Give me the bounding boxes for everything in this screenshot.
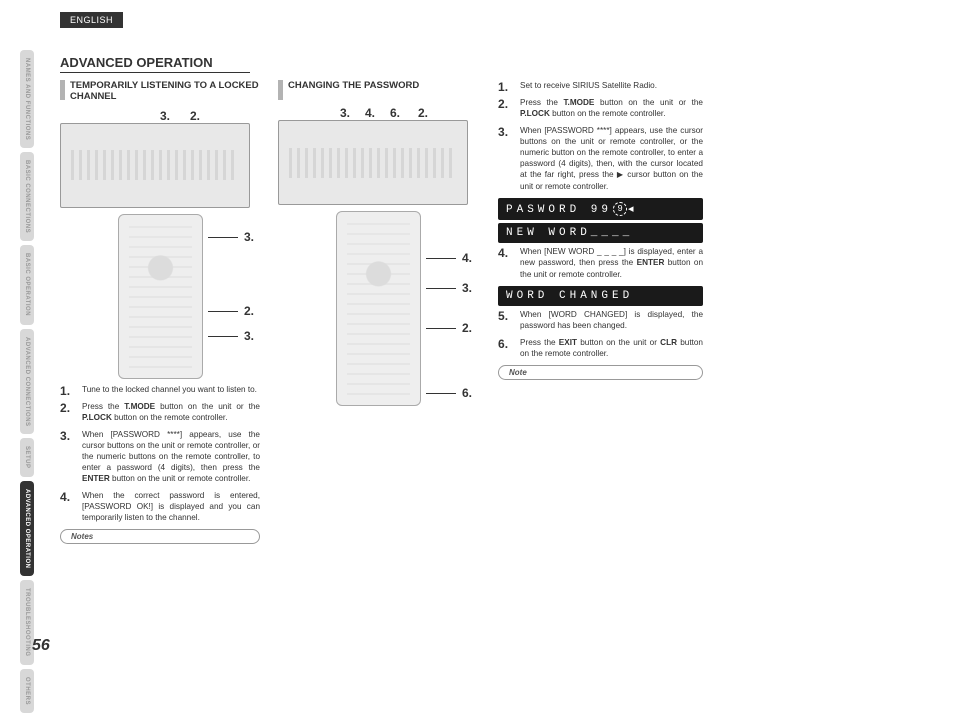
bold-term: T.MODE	[563, 98, 594, 107]
steps-list: Tune to the locked channel you want to l…	[60, 384, 260, 524]
steps-list: When [WORD CHANGED] is displayed, the pa…	[498, 309, 703, 359]
column-2: CHANGING THE PASSWORD 3. 4. 6. 2. 4. 3. …	[278, 80, 478, 416]
column-3: Set to receive SIRIUS Satellite Radio. Pr…	[498, 80, 703, 380]
step-item: When [WORD CHANGED] is displayed, the pa…	[498, 309, 703, 331]
bold-term: T.MODE	[124, 402, 155, 411]
notes-pill: Notes	[60, 529, 260, 544]
step-item: Press the T.MODE button on the unit or t…	[60, 401, 260, 423]
callout-text: 3.	[160, 109, 170, 123]
sidebar-item[interactable]: SETUP	[20, 438, 34, 477]
sidebar-item[interactable]: ADVANCED OPERATION	[20, 481, 34, 576]
step-item: Press the EXIT button on the unit or CLR…	[498, 337, 703, 359]
callout-line	[208, 336, 238, 337]
sidebar-item[interactable]: ADVANCED CONNECTIONS	[20, 329, 34, 435]
note-label: Note	[509, 368, 527, 377]
step-item: When [NEW WORD _ _ _ _] is displayed, en…	[498, 246, 703, 279]
remote-illustration	[118, 214, 203, 379]
callout-text: 3.	[244, 329, 254, 343]
sidebar-item[interactable]: OTHERS	[20, 669, 34, 713]
display-arrow-icon: ◂	[628, 204, 634, 216]
step-item: Press the T.MODE button on the unit or t…	[498, 97, 703, 119]
callout-text: 6.	[462, 386, 472, 400]
callout-line	[208, 311, 238, 312]
callout-line	[208, 237, 238, 238]
section-bar-icon	[278, 80, 283, 100]
column-1: TEMPORARILY LISTENING TO A LOCKED CHANNE…	[60, 80, 260, 544]
step-item: When the correct password is entered, [P…	[60, 490, 260, 523]
sidebar-item[interactable]: BASIC OPERATION	[20, 245, 34, 324]
callout-line	[426, 258, 456, 259]
callout-text: 3.	[462, 281, 472, 295]
sidebar-nav: NAMES AND FUNCTIONS BASIC CONNECTIONS BASI…	[20, 50, 44, 717]
device-callouts: 3. 4. 6. 2.	[278, 106, 478, 118]
callout-text: 3.	[244, 230, 254, 244]
section-title: CHANGING THE PASSWORD	[288, 80, 419, 91]
callout-text: 4.	[365, 106, 375, 120]
lcd-display-password: PASWORD 999◂	[498, 198, 703, 220]
callout-line	[426, 393, 456, 394]
page-number: 56	[32, 637, 50, 655]
callout-line	[426, 288, 456, 289]
step-item: Set to receive SIRIUS Satellite Radio.	[498, 80, 703, 91]
steps-list: Set to receive SIRIUS Satellite Radio. Pr…	[498, 80, 703, 192]
note-pill: Note	[498, 365, 703, 380]
page-title: ADVANCED OPERATION	[60, 55, 250, 73]
callout-line	[426, 328, 456, 329]
language-tab: ENGLISH	[60, 12, 123, 28]
callout-text: 4.	[462, 251, 472, 265]
section-bar-icon	[60, 80, 65, 100]
callout-text: 2.	[244, 304, 254, 318]
steps-list: When [NEW WORD _ _ _ _] is displayed, en…	[498, 246, 703, 279]
bold-term: ENTER	[82, 474, 110, 483]
section-header-locked-channel: TEMPORARILY LISTENING TO A LOCKED CHANNE…	[60, 80, 260, 103]
sidebar-item[interactable]: NAMES AND FUNCTIONS	[20, 50, 34, 148]
display-cursor-icon: 9	[613, 202, 627, 216]
display-text: PASWORD 99	[506, 204, 612, 216]
callout-text: 6.	[390, 106, 400, 120]
remote-illustration	[336, 211, 421, 406]
bold-term: P.LOCK	[520, 109, 550, 118]
cursor-right-icon: ▶	[617, 170, 624, 179]
receiver-illustration	[60, 123, 250, 208]
callout-text: 2.	[462, 321, 472, 335]
callout-text: 2.	[190, 109, 200, 123]
bold-term: ENTER	[637, 258, 665, 267]
sidebar-item[interactable]: BASIC CONNECTIONS	[20, 152, 34, 241]
section-title: TEMPORARILY LISTENING TO A LOCKED CHANNE…	[70, 80, 260, 103]
step-item: When [PASSWORD ****] appears, use the cu…	[60, 429, 260, 484]
callout-text: 3.	[340, 106, 350, 120]
callout-text: 2.	[418, 106, 428, 120]
bold-term: EXIT	[559, 338, 577, 347]
device-callouts: 3. 2.	[60, 109, 260, 121]
section-header-change-password: CHANGING THE PASSWORD	[278, 80, 478, 100]
step-item: Tune to the locked channel you want to l…	[60, 384, 260, 395]
step-item: When [PASSWORD ****] appears, use the cu…	[498, 125, 703, 192]
bold-term: P.LOCK	[82, 413, 112, 422]
lcd-display-changed: WORD CHANGED	[498, 286, 703, 306]
receiver-illustration	[278, 120, 468, 205]
bold-term: CLR	[660, 338, 677, 347]
lcd-display-newword: NEW WORD____	[498, 223, 703, 243]
